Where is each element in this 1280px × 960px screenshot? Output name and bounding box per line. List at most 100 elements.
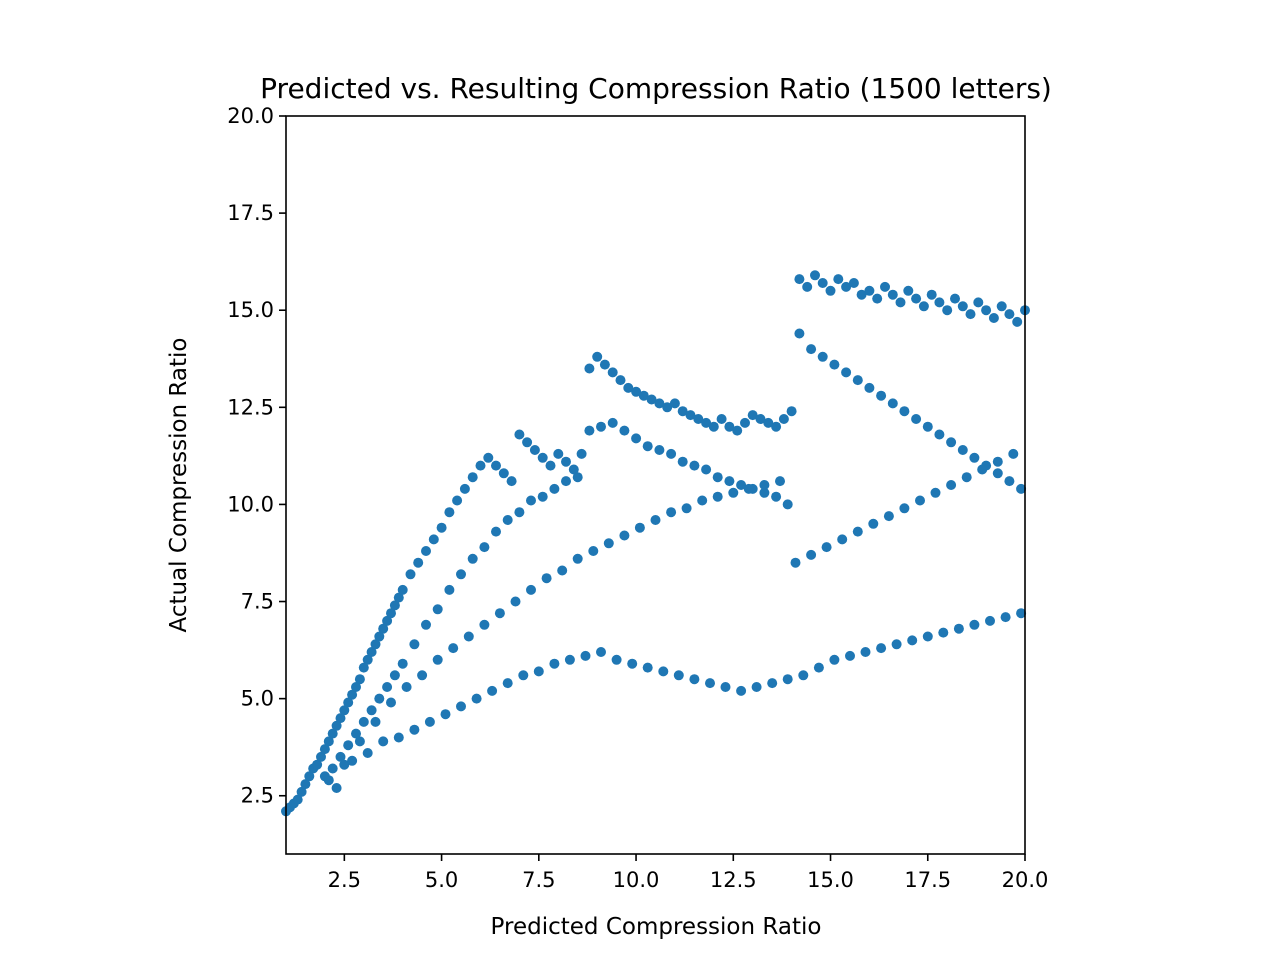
data-point [502,678,513,689]
scatter-points [281,270,1030,817]
data-point [755,414,766,424]
data-point [666,448,677,459]
data-point [444,507,455,518]
data-point [537,491,548,502]
data-point [545,460,556,471]
data-point [934,297,945,308]
data-point [498,468,509,479]
data-point [988,313,999,323]
data-point [475,460,486,471]
data-point [677,456,688,467]
data-point [775,476,785,487]
data-point [740,417,750,428]
data-point [891,639,902,650]
data-point [669,398,680,409]
data-point [732,425,743,436]
data-point [389,670,400,681]
data-point [572,553,583,564]
data-point [736,685,747,696]
data-point [358,662,369,673]
data-point [794,274,805,285]
data-point [930,487,941,498]
x-tick-label: 7.5 [522,868,555,892]
data-point [922,631,933,642]
data-point [1012,316,1023,327]
data-point [712,491,723,502]
data-point [899,503,910,514]
data-point [856,289,867,300]
data-point [771,491,782,502]
data-point [848,278,859,288]
data-point [440,709,451,720]
data-point [424,716,435,727]
data-point [810,270,820,281]
data-point [619,530,630,541]
data-point [584,425,595,436]
data-point [319,744,330,755]
data-point [790,557,801,568]
data-point [561,476,571,487]
data-point [479,542,490,553]
y-tick-label: 17.5 [227,201,274,225]
data-point [533,666,544,677]
y-tick-label: 7.5 [241,590,274,614]
data-point [335,751,346,762]
data-point [860,647,871,657]
data-point [354,736,365,747]
data-point [378,623,389,634]
data-point [977,464,988,475]
data-point [654,398,665,409]
y-tick-label: 15.0 [227,298,274,322]
x-axis: 2.5 5.0 7.5 10.0 12.5 15.0 17.5 20.0 [328,854,1048,892]
data-point [452,495,463,506]
data-point [697,495,708,506]
data-point [705,678,715,689]
data-point [658,666,669,677]
data-point [957,445,968,455]
data-point [922,421,933,432]
data-point [716,414,727,424]
data-point [541,573,552,584]
data-point [821,542,832,553]
data-point [522,437,533,448]
data-point [432,604,443,615]
data-point [677,406,688,417]
data-point [448,643,459,654]
data-point [887,289,898,300]
data-point [421,546,431,556]
data-point [603,538,614,549]
data-point [611,654,622,665]
y-tick-label: 5.0 [241,687,274,711]
data-point [561,456,571,467]
data-point [382,682,393,692]
x-tick-label: 10.0 [613,868,660,892]
data-point [456,569,466,580]
data-point [662,402,673,413]
data-point [374,693,385,704]
data-point [701,417,712,428]
data-point [300,779,311,790]
data-point [872,293,883,304]
data-point [794,328,805,339]
y-tick-label: 20.0 [227,104,274,128]
data-point [584,363,595,374]
y-axis: 2.5 5.0 7.5 10.0 12.5 15.0 17.5 20.0 [227,104,286,808]
data-point [829,654,840,665]
x-tick-label: 17.5 [904,868,951,892]
data-point [358,716,369,727]
data-point [631,433,642,444]
data-point [502,515,513,525]
data-point [374,631,385,642]
data-point [467,472,478,483]
data-point [619,425,630,436]
y-axis-label: Actual Compression Ratio [166,338,192,633]
data-point [973,297,984,308]
data-point [393,732,404,743]
data-point [506,476,517,487]
data-point [627,658,638,669]
data-point [693,414,704,424]
plot-frame [285,115,1026,855]
data-point [327,763,338,774]
data-point [786,406,797,417]
